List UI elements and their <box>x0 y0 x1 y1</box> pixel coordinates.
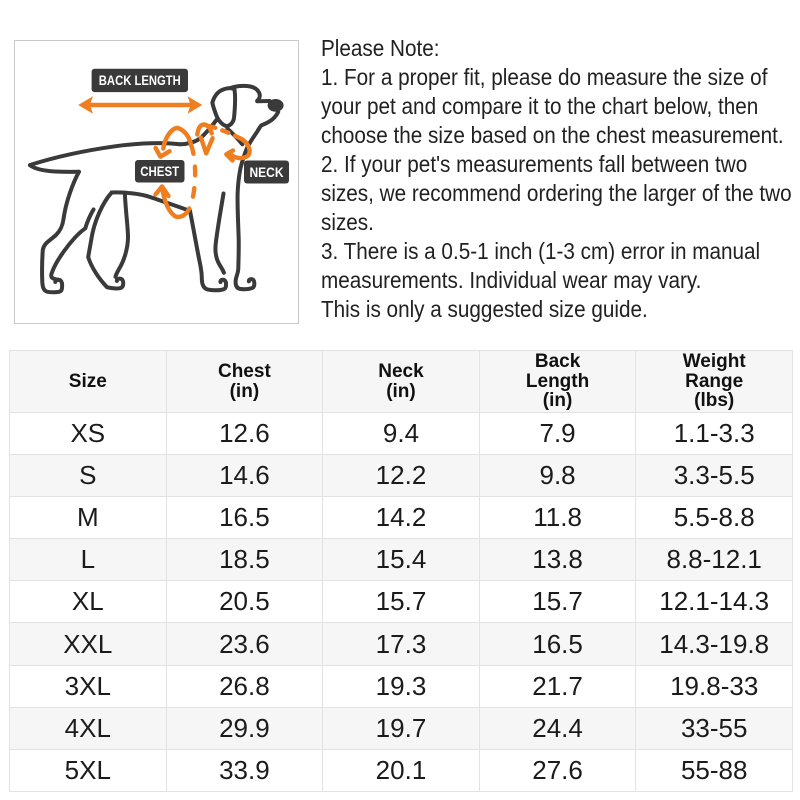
svg-text:CHEST: CHEST <box>140 163 179 179</box>
svg-text:NECK: NECK <box>250 164 284 180</box>
svg-text:BACK LENGTH: BACK LENGTH <box>99 72 181 88</box>
